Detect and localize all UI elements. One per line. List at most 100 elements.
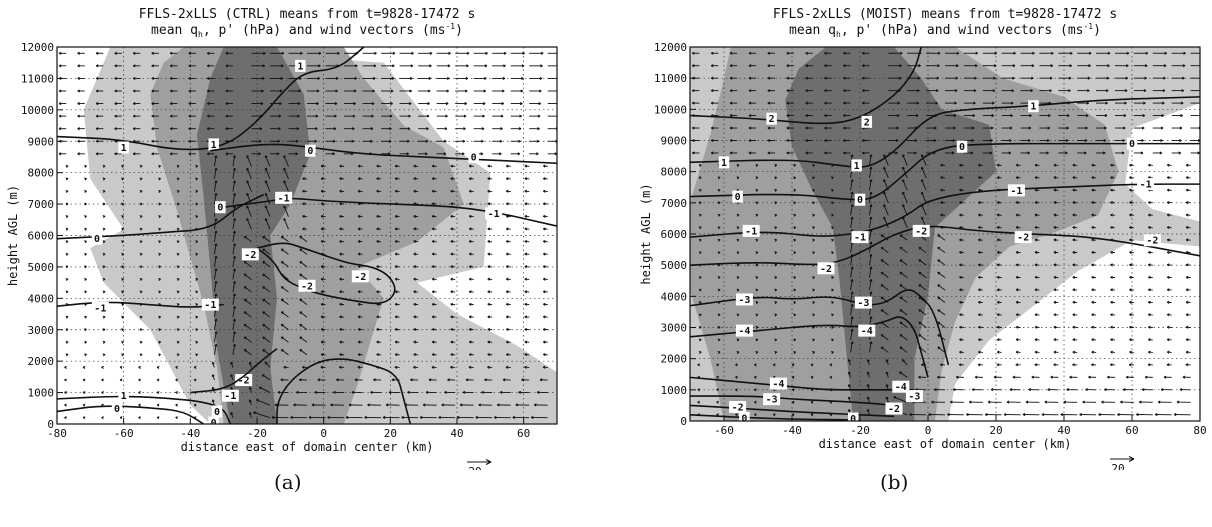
wind-vector-head bbox=[466, 51, 470, 55]
wind-vector-head bbox=[1110, 250, 1113, 254]
wind-vector-head bbox=[243, 273, 247, 277]
wind-vector-head bbox=[1034, 176, 1038, 180]
wind-vector bbox=[243, 349, 252, 356]
wind-vector-head bbox=[951, 151, 955, 155]
wind-vector-head bbox=[975, 51, 979, 55]
wind-vector bbox=[262, 286, 271, 293]
wind-vector-head bbox=[77, 114, 80, 118]
wind-vector-head bbox=[119, 378, 123, 382]
wind-vector-head bbox=[1110, 213, 1113, 217]
wind-vector-head bbox=[805, 138, 808, 143]
wind-vector-head bbox=[1072, 263, 1076, 267]
contour-label-box bbox=[847, 412, 859, 421]
wind-vector bbox=[937, 309, 946, 316]
y-tick-label: 11000 bbox=[21, 72, 54, 85]
wind-vector-head bbox=[58, 127, 62, 131]
y-tick-label: 3000 bbox=[28, 324, 55, 337]
wind-vector-head bbox=[262, 323, 266, 327]
wind-vector-head bbox=[176, 202, 180, 206]
contour-label: 0 bbox=[211, 418, 217, 429]
wind-vector-head bbox=[520, 89, 524, 93]
contour-line-8 bbox=[690, 395, 895, 407]
wind-vector-head bbox=[264, 205, 268, 209]
x-tick-label: 60 bbox=[517, 427, 530, 440]
wind-vector-head bbox=[302, 227, 305, 231]
wind-vector-head bbox=[519, 102, 523, 106]
wind-vector-head bbox=[413, 353, 416, 357]
wind-vector-head bbox=[246, 167, 250, 171]
wind-vector-head bbox=[58, 114, 62, 118]
y-tick-label: 4000 bbox=[661, 290, 688, 303]
wind-vector-head bbox=[394, 327, 398, 332]
wind-vector-head bbox=[824, 126, 827, 130]
wind-vector-head bbox=[736, 263, 740, 267]
wind-vector-head bbox=[934, 126, 937, 130]
contour-label: 0 bbox=[214, 407, 220, 418]
wind-vector-head bbox=[214, 193, 218, 196]
wind-vector-head bbox=[767, 64, 771, 68]
wind-vector-head bbox=[862, 138, 865, 143]
wind-vector-head bbox=[505, 290, 509, 294]
wind-vector-head bbox=[1147, 363, 1151, 367]
wind-vector-head bbox=[1129, 325, 1132, 329]
wind-vector-head bbox=[1066, 114, 1070, 118]
wind-vector-head bbox=[410, 378, 413, 382]
wind-vector-head bbox=[427, 89, 431, 93]
wind-vector-head bbox=[158, 164, 161, 168]
wind-vector-head bbox=[735, 388, 738, 392]
wind-vector-head bbox=[1178, 151, 1182, 155]
wind-vector-head bbox=[843, 101, 846, 105]
wind-vector-head bbox=[339, 202, 342, 206]
wind-vector-head bbox=[1050, 375, 1053, 379]
wind-vector-head bbox=[299, 298, 303, 302]
wind-vector-head bbox=[959, 188, 962, 192]
wind-vector-head bbox=[1088, 375, 1091, 379]
chart-subtitle: mean qh, p' (hPa) and wind vectors (ms-1… bbox=[151, 22, 463, 39]
wind-vector-head bbox=[1104, 388, 1107, 392]
wind-vector-head bbox=[1201, 77, 1203, 79]
x-tick-label: -20 bbox=[247, 427, 267, 440]
wind-vector-head bbox=[1148, 313, 1151, 317]
wind-vector-head bbox=[1030, 76, 1034, 80]
wind-vector-head bbox=[537, 114, 541, 118]
wind-vector-head bbox=[521, 76, 524, 80]
wind-vector-head bbox=[917, 89, 920, 93]
wind-vector-head bbox=[246, 218, 250, 221]
wind-vector-head bbox=[524, 302, 528, 306]
wind-vector bbox=[212, 361, 215, 368]
wind-vector-head bbox=[755, 350, 759, 354]
wind-vector bbox=[902, 191, 908, 204]
wind-vector-head bbox=[1063, 400, 1066, 404]
wind-vector-head bbox=[394, 164, 398, 168]
contour-line-5 bbox=[57, 301, 224, 308]
wind-vector-head bbox=[487, 252, 491, 256]
wind-vector-head bbox=[896, 126, 899, 130]
wind-vector-head bbox=[487, 177, 491, 181]
wind-vector-head bbox=[959, 263, 962, 267]
wind-vector-head bbox=[850, 328, 854, 332]
wind-vector-head bbox=[206, 64, 210, 68]
wind-vector-head bbox=[392, 51, 396, 55]
wind-vector-head bbox=[812, 350, 815, 354]
wind-vector-head bbox=[431, 302, 435, 306]
wind-vector bbox=[262, 261, 271, 268]
wind-vector-head bbox=[1129, 213, 1132, 217]
wind-vector-head bbox=[936, 76, 940, 80]
wind-vector-head bbox=[277, 390, 281, 394]
reference-vector-label: 20 bbox=[1111, 462, 1124, 470]
wind-vector-head bbox=[1029, 114, 1032, 118]
wind-vector-head bbox=[542, 327, 546, 332]
wind-vector-head bbox=[139, 240, 143, 244]
wind-vector bbox=[850, 204, 853, 216]
wind-vector-head bbox=[736, 163, 740, 167]
wind-vector bbox=[232, 318, 236, 330]
wind-vector-head bbox=[869, 166, 873, 170]
wind-vector-head bbox=[82, 391, 86, 395]
wind-vector-head bbox=[767, 126, 771, 130]
wind-vector-head bbox=[158, 190, 161, 194]
wind-vector-head bbox=[119, 416, 123, 420]
wind-vector-head bbox=[909, 412, 912, 417]
wind-vector-head bbox=[729, 151, 733, 155]
wind-vector bbox=[243, 236, 252, 243]
wind-vector-head bbox=[880, 309, 884, 313]
